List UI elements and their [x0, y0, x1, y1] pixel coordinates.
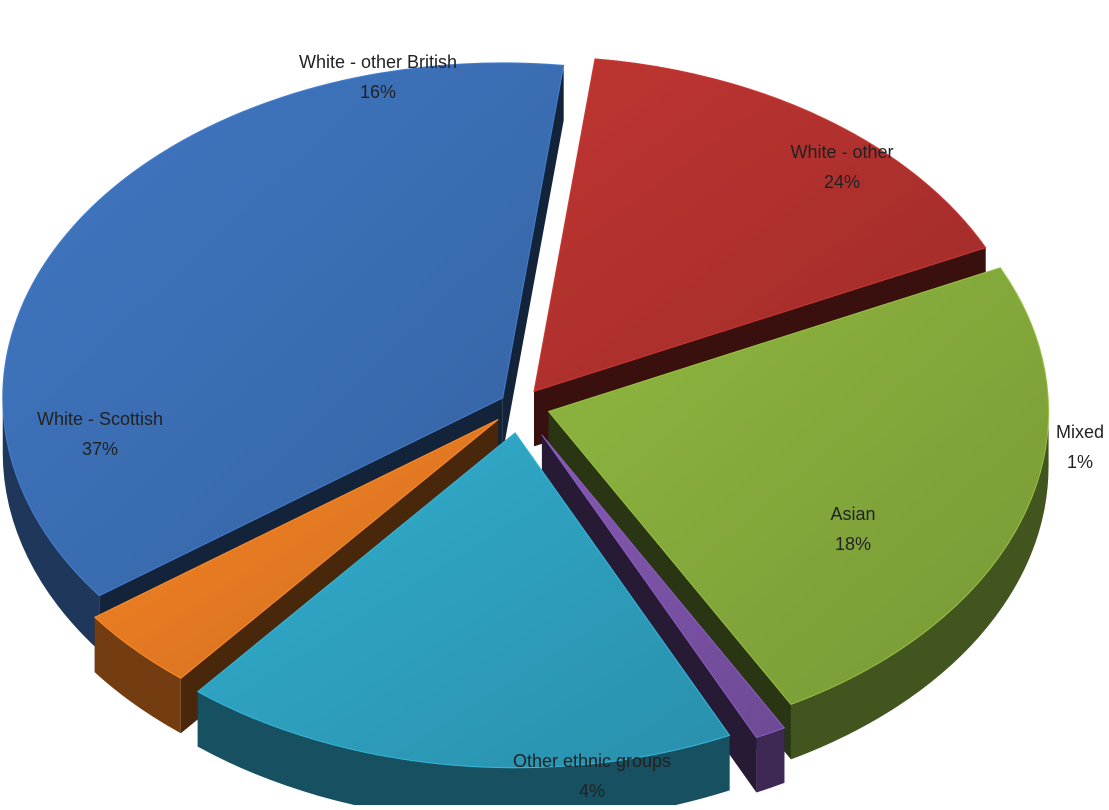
slice-other-ethnic-groups: [93, 418, 499, 679]
data-label-category-white-other-british: White - other British: [299, 52, 457, 72]
data-label-value-white-scottish: 37%: [82, 439, 118, 459]
data-label-category-other-ethnic-groups: Other ethnic groups: [513, 751, 671, 771]
slice-white-other: [547, 267, 1050, 706]
slice-outer-wall-white-other: [790, 411, 1049, 760]
data-label-value-other-ethnic-groups: 4%: [579, 781, 605, 801]
data-label-category-white-other: White - other: [790, 142, 893, 162]
slice-outer-wall-white-scottish: [2, 397, 100, 651]
slice-outer-wall-mixed: [756, 727, 785, 793]
data-label-category-asian: Asian: [830, 504, 875, 524]
data-labels-layer: White - other British 16% White - other 24%…: [37, 52, 1104, 801]
data-label-value-mixed: 1%: [1067, 452, 1093, 472]
data-label-category-white-scottish: White - Scottish: [37, 409, 163, 429]
slice-white-other-british: [533, 58, 987, 393]
data-label-value-asian: 18%: [835, 534, 871, 554]
slice-outer-wall-other-ethnic-groups: [94, 617, 181, 734]
slice-outer-wall-asian: [197, 691, 730, 810]
slice-tops-layer: [2, 58, 1050, 769]
slice-mixed: [541, 434, 786, 739]
slice-asian: [196, 432, 731, 769]
data-label-value-white-other: 24%: [824, 172, 860, 192]
data-label-value-white-other-british: 16%: [360, 82, 396, 102]
data-label-category-mixed: Mixed: [1056, 422, 1104, 442]
slice-white-scottish: [2, 62, 565, 597]
slice-side-end-white-scottish: [502, 65, 564, 453]
